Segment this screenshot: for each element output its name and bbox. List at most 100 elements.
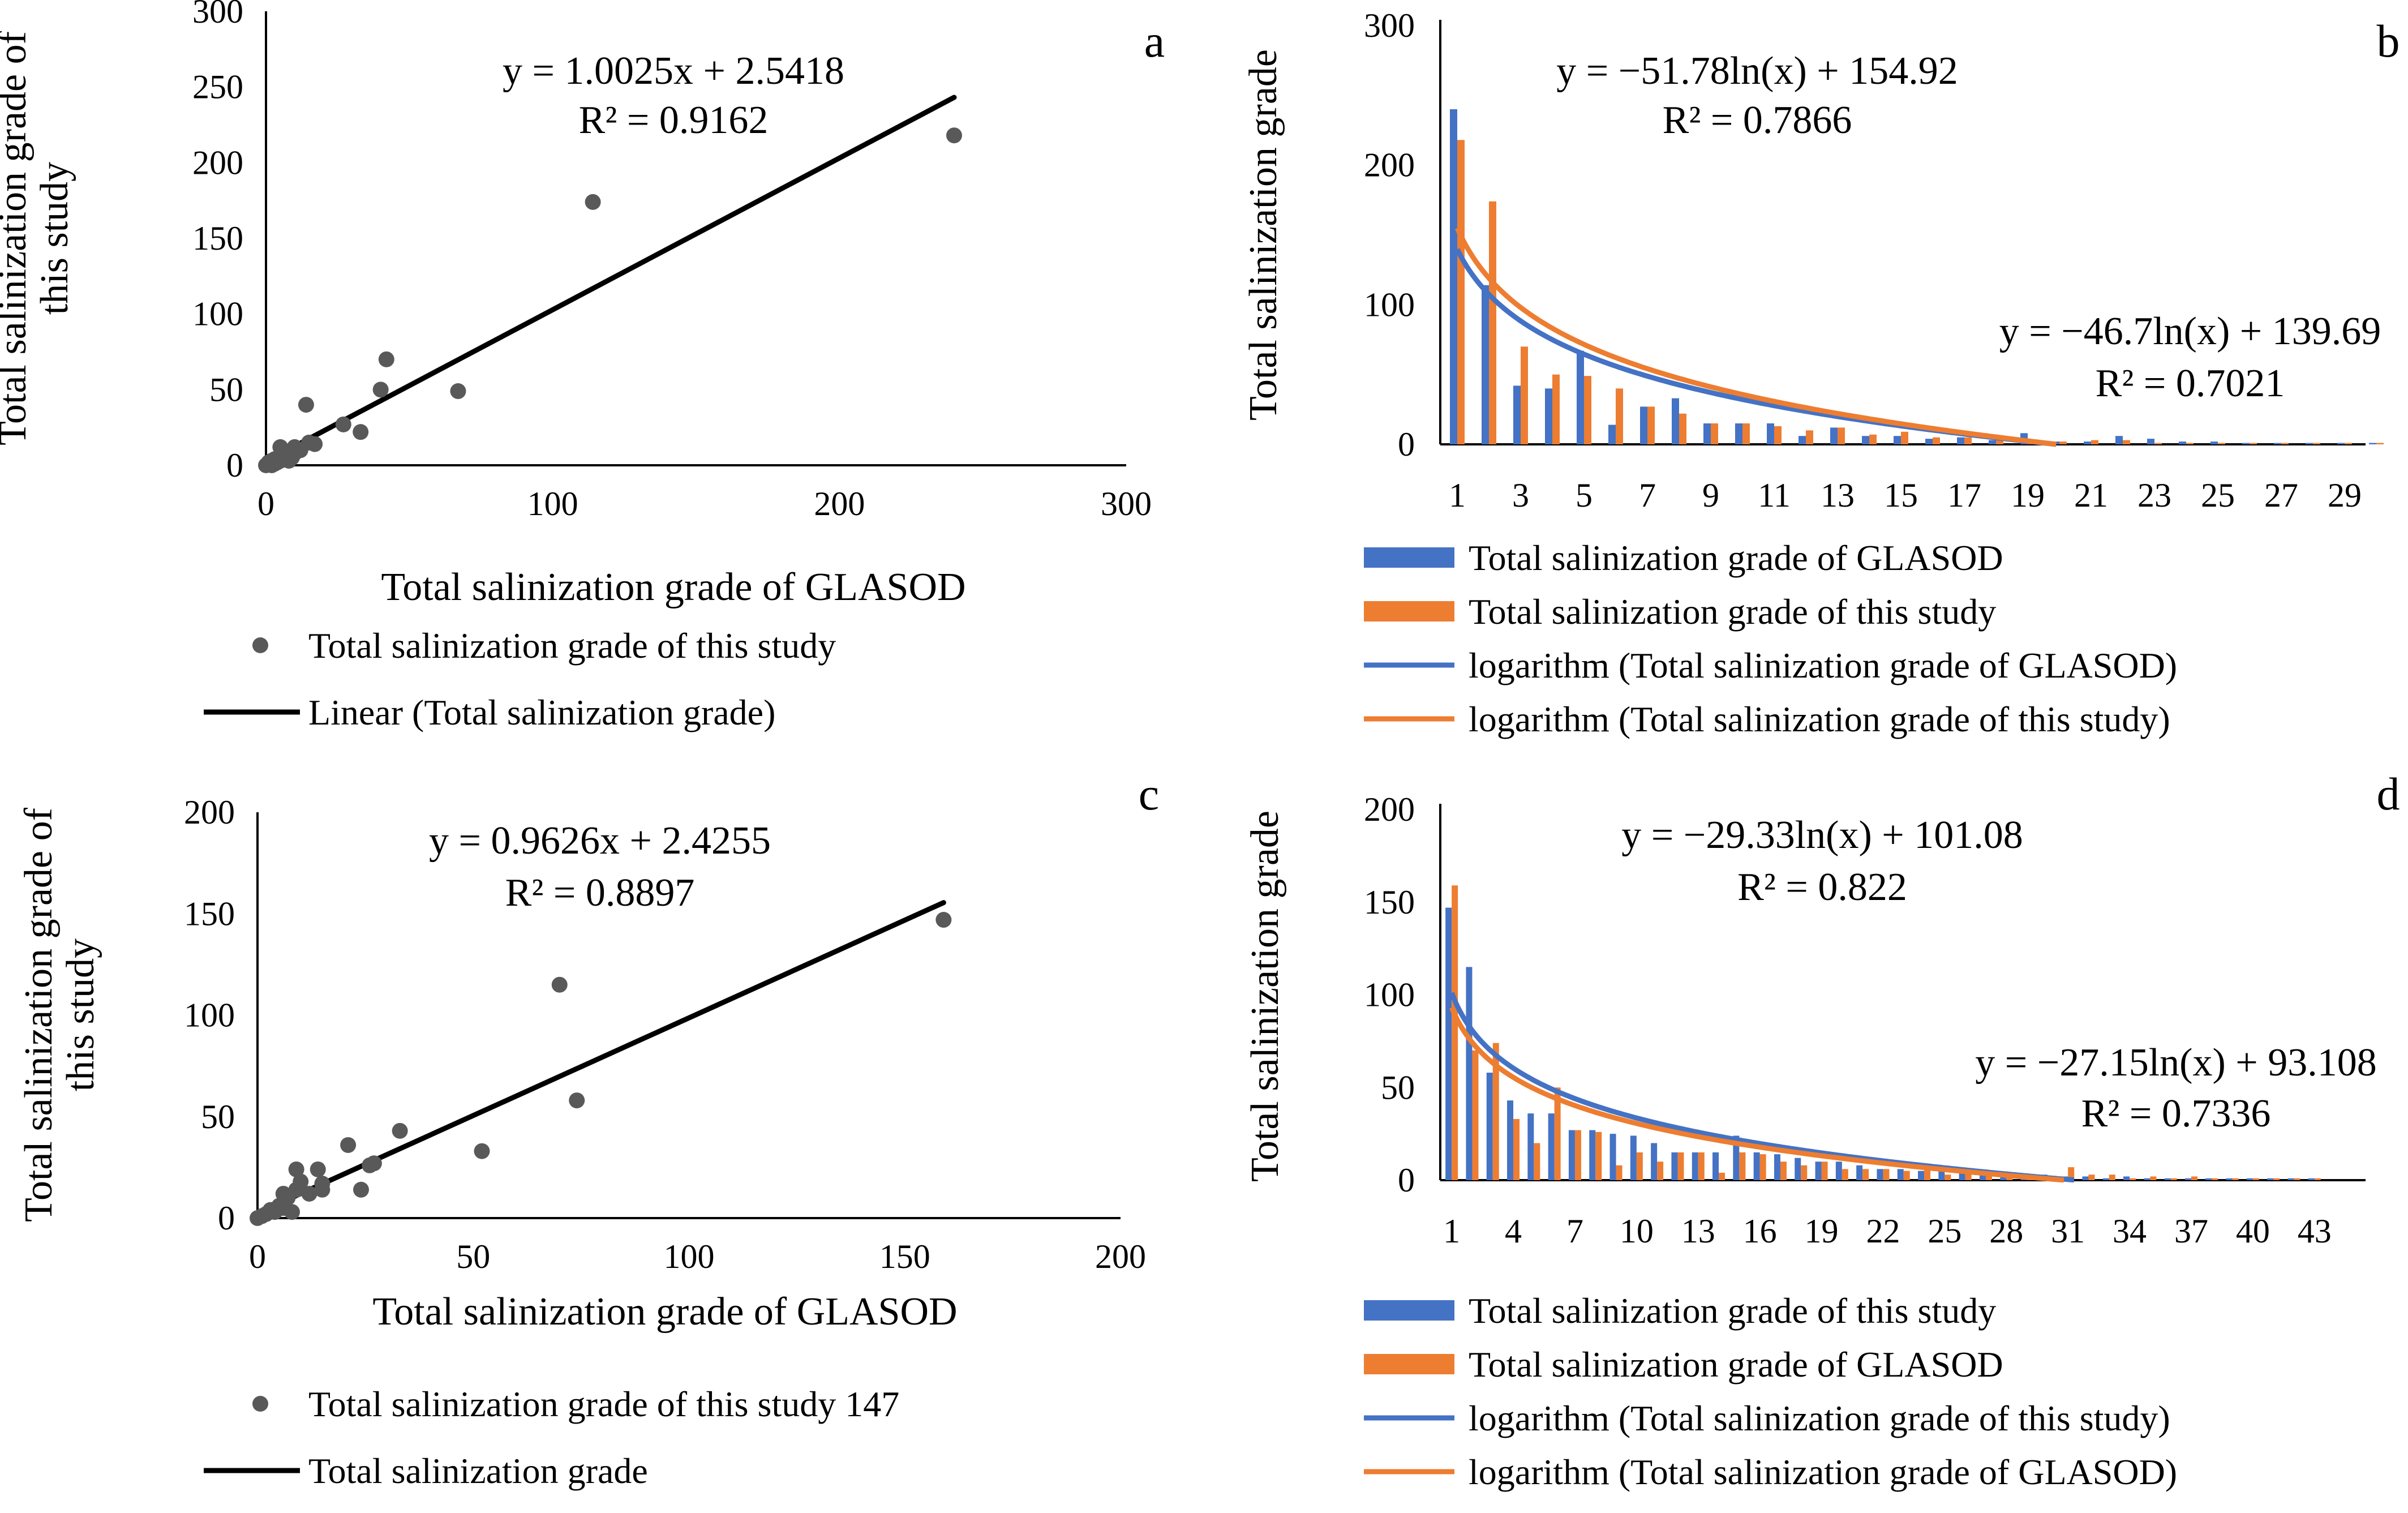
- x-tick-label: 43: [2298, 1212, 2332, 1250]
- y-axis-title-line: Total salinization grade of: [0, 31, 35, 445]
- y-tick-label: 300: [192, 0, 243, 30]
- bar: [2294, 1178, 2300, 1180]
- legend-swatch-bar: [1364, 1354, 1454, 1374]
- bar: [1545, 388, 1552, 444]
- bar: [1735, 423, 1742, 444]
- y-axis-title: Total salinization grade: [1242, 49, 1285, 421]
- bar: [1630, 1135, 1637, 1180]
- bar: [1924, 1169, 1931, 1180]
- data-point: [314, 1176, 330, 1192]
- bar: [2369, 443, 2376, 444]
- y-tick-label: 50: [209, 371, 243, 408]
- y-axis-title: Total salinization grade: [1243, 811, 1287, 1182]
- x-tick-label: 200: [1095, 1238, 1146, 1275]
- trend-equation: y = −27.15ln(x) + 93.108: [1975, 1041, 2377, 1085]
- bar: [1862, 1169, 1869, 1180]
- bar: [2144, 1178, 2151, 1180]
- x-tick-label: 28: [1989, 1212, 2023, 1250]
- bar: [2154, 443, 2162, 444]
- y-tick-label: 200: [1364, 147, 1415, 184]
- bar: [2091, 440, 2098, 444]
- bar: [1677, 1152, 1684, 1180]
- bar: [1838, 427, 1845, 444]
- y-tick-label: 200: [192, 144, 243, 181]
- x-tick-label: 25: [2201, 477, 2235, 514]
- bar: [1554, 1087, 1561, 1180]
- data-point: [372, 382, 389, 398]
- bar: [2345, 443, 2352, 444]
- bar: [2313, 443, 2320, 444]
- bar: [2109, 1175, 2115, 1180]
- bar: [1806, 430, 1813, 444]
- y-tick-label: 200: [1364, 791, 1415, 828]
- x-tick-label: 21: [2074, 477, 2108, 514]
- bar: [1657, 1161, 1664, 1180]
- bar: [1445, 907, 1452, 1180]
- bar: [2179, 442, 2186, 444]
- bar: [1767, 423, 1774, 444]
- bar: [1774, 1154, 1780, 1180]
- y-tick-label: 150: [192, 220, 243, 257]
- y-tick-label: 100: [184, 997, 235, 1034]
- legend-label: Linear (Total salinization grade): [308, 692, 775, 732]
- x-tick-label: 1: [1443, 1212, 1460, 1250]
- x-tick-label: 17: [1947, 477, 1981, 514]
- r-squared: R² = 0.822: [1737, 865, 1907, 909]
- bar: [1753, 1152, 1760, 1180]
- bar: [1877, 1169, 1883, 1180]
- bar: [2123, 440, 2130, 444]
- x-tick-label: 7: [1566, 1212, 1583, 1250]
- bar: [1964, 437, 1972, 444]
- x-tick-label: 25: [1928, 1212, 1961, 1250]
- trend-equation: y = −51.78ln(x) + 154.92: [1556, 49, 1958, 93]
- bar: [1894, 436, 1901, 444]
- legend-label: Total salinization grade of this study: [308, 625, 836, 666]
- data-point: [551, 976, 568, 993]
- bar: [1568, 1130, 1575, 1180]
- data-point: [272, 439, 289, 455]
- data-point: [298, 397, 314, 413]
- bar: [1711, 423, 1718, 444]
- legend-label: Total salinization grade of GLASOD: [1469, 538, 2003, 578]
- bar: [2273, 1178, 2280, 1180]
- x-tick-label: 5: [1576, 477, 1593, 514]
- bar: [1608, 425, 1616, 444]
- legend-swatch-bar: [1364, 547, 1454, 568]
- data-point: [335, 416, 351, 432]
- legend-label: Total salinization grade of this study: [1469, 1291, 1996, 1331]
- x-tick-label: 23: [2137, 477, 2171, 514]
- r-squared: R² = 0.7866: [1663, 98, 1852, 142]
- bar: [1457, 140, 1465, 444]
- bar: [2115, 436, 2123, 444]
- bar: [1801, 1165, 1808, 1180]
- x-tick-label: 7: [1639, 477, 1656, 514]
- data-point: [392, 1122, 408, 1139]
- trend-equation: y = 0.9626x + 2.4255: [429, 819, 771, 863]
- x-tick-label: 3: [1512, 477, 1529, 514]
- y-tick-label: 150: [184, 895, 235, 932]
- x-tick-label: 13: [1821, 477, 1855, 514]
- y-tick-label: 50: [201, 1098, 235, 1135]
- bar: [1527, 1113, 1534, 1180]
- legend-label: logarithm (Total salinization grade of G…: [1469, 645, 2177, 685]
- data-point: [474, 1143, 490, 1159]
- bar: [1589, 1130, 1596, 1180]
- bar: [1577, 350, 1584, 444]
- x-tick-label: 150: [879, 1238, 930, 1275]
- legend: Total salinization grade of GLASOD Total …: [1364, 538, 2177, 739]
- legend: Total salinization grade of this study Li…: [204, 625, 836, 732]
- bar: [1945, 1175, 1951, 1180]
- r-squared: R² = 0.9162: [579, 98, 769, 142]
- bar: [1759, 1154, 1766, 1180]
- bar: [1712, 1152, 1719, 1180]
- bar: [2059, 442, 2067, 444]
- x-tick-label: 19: [2011, 477, 2045, 514]
- x-tick-label: 0: [257, 485, 274, 522]
- y-tick-label: 100: [1364, 976, 1415, 1014]
- data-point: [310, 1161, 326, 1177]
- bar: [1651, 1143, 1658, 1180]
- y-tick-label: 50: [1381, 1069, 1415, 1106]
- y-tick-label: 300: [1364, 7, 1415, 44]
- bar: [1719, 1172, 1725, 1180]
